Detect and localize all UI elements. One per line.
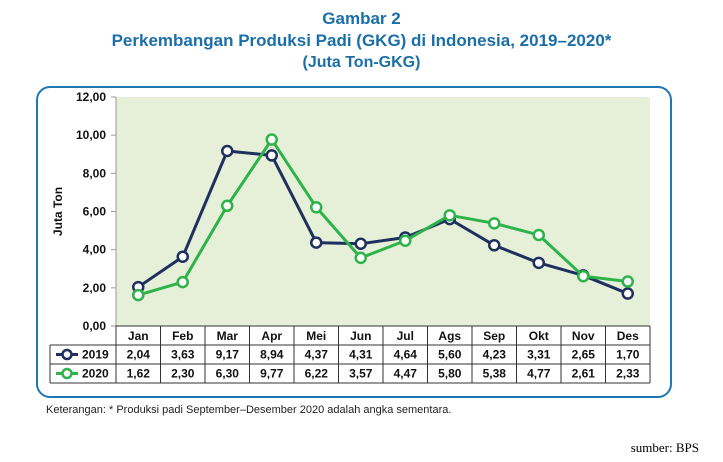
chart-frame [36, 86, 672, 398]
data-label-2019-Jun: 4,31 [349, 348, 373, 362]
data-label-2019-Jan: 2,04 [127, 348, 151, 362]
data-label-2019-Nov: 2,65 [572, 348, 596, 362]
x-tick-label: Apr [261, 329, 282, 343]
data-label-2020-Jun: 3,57 [349, 367, 373, 381]
data-label-2020-Sep: 5,38 [483, 367, 507, 381]
x-tick-label: Sep [483, 329, 505, 343]
data-label-2020-Apr: 9,77 [260, 367, 284, 381]
legend-key-marker-2020 [61, 367, 73, 380]
data-point-2019-Apr [265, 149, 278, 162]
data-label-2020-Jan: 1,62 [127, 367, 151, 381]
x-tick-label: Des [617, 329, 639, 343]
data-point-2019-Feb [176, 250, 189, 263]
data-label-2020-Mei: 6,22 [305, 367, 329, 381]
data-point-2020-Mei [310, 201, 323, 214]
data-point-2020-Nov [577, 269, 590, 283]
legend-key-marker-2019 [61, 348, 73, 361]
data-point-2020-Apr [265, 133, 278, 146]
data-point-2019-Mei [310, 236, 323, 249]
data-point-2020-Okt [532, 228, 545, 242]
chart-titles: Gambar 2 Perkembangan Produksi Padi (GKG… [0, 8, 723, 74]
x-tick-label: Jul [397, 329, 414, 343]
y-tick-label: 4,00 [83, 243, 107, 257]
data-point-2019-Okt [532, 256, 545, 270]
data-point-2020-Jun [354, 251, 367, 265]
data-point-2020-Des [621, 275, 634, 288]
data-label-2020-Ags: 5,80 [438, 367, 462, 381]
plot-area [116, 97, 650, 326]
legend-label-2020: 2020 [82, 367, 109, 381]
x-tick-label: Feb [172, 329, 193, 343]
legend-label-2019: 2019 [82, 348, 109, 362]
data-point-2019-Sep [488, 239, 501, 252]
data-label-2019-Des: 1,70 [616, 348, 640, 362]
data-label-2019-Jul: 4,64 [394, 348, 418, 362]
data-point-2020-Feb [176, 275, 189, 289]
figure-number: Gambar 2 [322, 9, 401, 28]
x-tick-label: Mar [217, 329, 239, 343]
chart-title: Perkembangan Produksi Padi (GKG) di Indo… [111, 31, 612, 50]
data-label-2020-Jul: 4,47 [394, 367, 418, 381]
data-point-2019-Mar [221, 144, 234, 158]
data-point-2020-Ags [443, 209, 456, 222]
y-tick-label: 0,00 [83, 319, 107, 333]
series-line-2020 [137, 138, 628, 297]
y-tick-label: 10,00 [76, 128, 106, 142]
chart-subtitle: (Juta Ton-GKG) [302, 54, 421, 71]
data-point-2020-Sep [488, 217, 501, 230]
data-label-2020-Okt: 4,77 [527, 367, 551, 381]
data-label-2019-Okt: 3,31 [527, 348, 551, 362]
x-tick-label: Jun [350, 329, 371, 343]
x-tick-label: Mei [306, 329, 326, 343]
data-label-2019-Apr: 8,94 [260, 348, 284, 362]
data-label-2020-Feb: 2,30 [171, 367, 195, 381]
x-tick-label: Nov [572, 329, 595, 343]
x-tick-label: Ags [438, 329, 461, 343]
data-label-2019-Mei: 4,37 [305, 348, 329, 362]
data-label-2019-Feb: 3,63 [171, 348, 195, 362]
data-label-2020-Nov: 2,61 [572, 367, 596, 381]
data-label-2020-Des: 2,33 [616, 367, 640, 381]
data-point-2019-Jun [354, 237, 367, 251]
data-label-2019-Ags: 5,60 [438, 348, 462, 362]
data-point-2020-Jul [399, 234, 412, 247]
data-point-2019-Des [621, 287, 634, 300]
series-line-2019 [137, 149, 629, 295]
y-tick-label: 2,00 [83, 281, 107, 295]
x-tick-label: Jan [128, 329, 149, 343]
y-tick-label: 12,00 [76, 90, 106, 104]
data-label-2019-Sep: 4,23 [483, 348, 507, 362]
source-credit: sumber: BPS [630, 440, 699, 455]
data-label-2019-Mar: 9,17 [216, 348, 240, 362]
y-tick-label: 6,00 [83, 205, 107, 219]
data-point-2020-Jan [132, 288, 145, 302]
x-tick-label: Okt [529, 329, 549, 343]
footnote: Keterangan: * Produksi padi September–De… [46, 404, 452, 416]
data-label-2020-Mar: 6,30 [216, 367, 240, 381]
y-axis-label: Juta Ton [51, 187, 65, 236]
data-point-2020-Mar [221, 199, 234, 213]
y-tick-label: 8,00 [83, 166, 107, 180]
